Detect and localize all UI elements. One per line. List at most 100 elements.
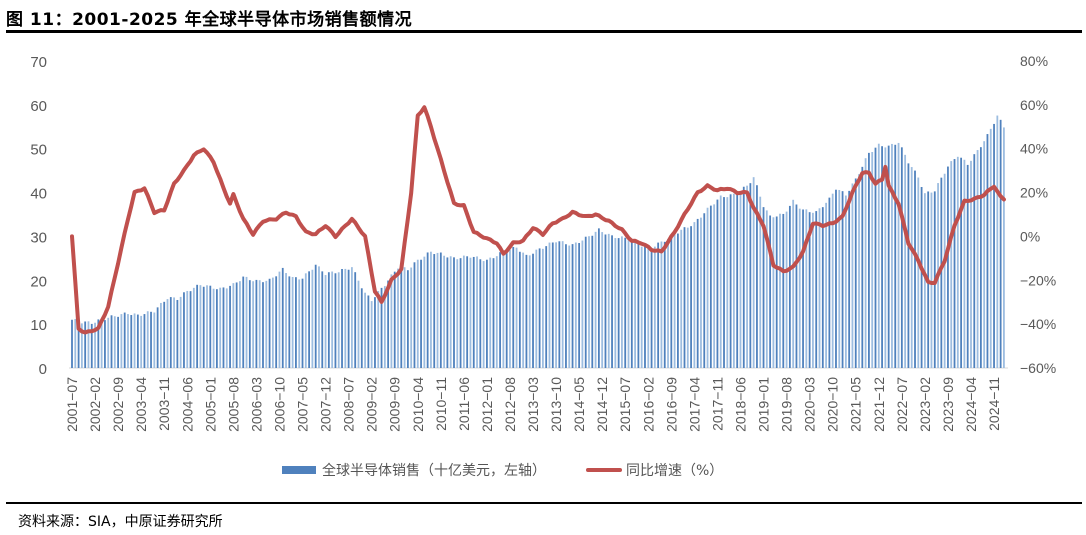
sales-bar: [334, 273, 337, 368]
x-axis-tick: 2012−08: [502, 377, 518, 432]
x-axis-tick: 2002−02: [87, 377, 103, 432]
sales-bar: [591, 235, 594, 368]
sales-bar: [206, 285, 208, 368]
sales-bar: [275, 276, 278, 368]
sales-bar: [588, 236, 590, 368]
sales-bar: [739, 191, 742, 368]
sales-bar: [212, 288, 215, 368]
sales-bar: [973, 154, 976, 368]
sales-bar: [110, 315, 113, 368]
sales-bar: [894, 144, 897, 368]
right-axis-tick: −40%: [1020, 316, 1056, 332]
sales-bar: [545, 246, 548, 368]
x-axis-tick: 2022−07: [894, 377, 910, 432]
sales-bar: [469, 257, 472, 368]
sales-bar: [749, 183, 752, 368]
sales-bar: [255, 279, 258, 368]
sales-bar: [416, 259, 419, 368]
sales-bar: [795, 204, 798, 368]
x-axis-tick: 2018−06: [732, 377, 748, 432]
sales-bar: [841, 191, 844, 368]
sales-bar: [288, 276, 291, 368]
sales-bar: [169, 297, 172, 368]
right-y-axis: −60% −40% −20% 0% 20% 40% 60% 80%: [1020, 53, 1056, 376]
sales-bar: [542, 248, 544, 368]
sales-bar: [374, 297, 376, 368]
sales-bar: [446, 257, 449, 368]
sales-bar: [133, 313, 136, 368]
sales-bar: [100, 319, 103, 368]
sales-bar: [976, 150, 979, 368]
sales-bar: [327, 272, 330, 368]
sales-bar: [874, 147, 877, 368]
sales-bar: [558, 241, 561, 368]
sales-bar: [956, 156, 959, 368]
x-axis-tick: 2008−07: [341, 377, 357, 432]
x-axis-tick: 2007−12: [318, 377, 334, 432]
sales-bar: [930, 192, 933, 368]
sales-bar: [729, 194, 732, 368]
sales-bar: [337, 272, 340, 368]
sales-bar: [884, 147, 887, 368]
sales-bar: [179, 296, 182, 368]
sales-bar: [756, 185, 758, 368]
sales-bar: [993, 123, 995, 369]
legend-item-sales: 全球半导体销售（十亿美元，左轴）: [282, 460, 546, 480]
sales-bar: [324, 275, 327, 368]
sales-bar: [308, 271, 310, 368]
sales-bar: [581, 240, 584, 368]
sales-bar: [163, 301, 166, 368]
sales-bar: [594, 231, 597, 368]
sales-bar: [433, 254, 436, 368]
sales-bar: [74, 318, 77, 368]
sales-bar: [505, 252, 508, 368]
sales-bar: [136, 314, 139, 368]
sales-bar: [410, 267, 413, 368]
sales-bar: [792, 199, 795, 368]
sales-bar: [657, 242, 660, 368]
sales-bar: [341, 269, 343, 368]
x-axis-tick: 2015−07: [617, 377, 633, 432]
left-axis-tick: 50: [30, 142, 47, 159]
sales-bar: [897, 142, 900, 368]
sales-bar: [891, 143, 893, 368]
legend-item-growth: 同比增速（%）: [586, 460, 723, 480]
x-axis-tick: 2023−09: [940, 377, 956, 432]
left-axis-tick: 20: [30, 273, 47, 290]
sales-bar: [686, 227, 689, 368]
sales-bar: [706, 207, 709, 368]
sales-bar: [851, 183, 854, 368]
sales-bar: [222, 287, 225, 368]
x-axis-tick: 2013−03: [525, 377, 541, 432]
sales-bar: [667, 238, 669, 368]
sales-bar: [970, 160, 972, 368]
sales-bar: [370, 301, 373, 368]
sales-bar: [838, 189, 841, 368]
sales-bar: [390, 274, 393, 368]
sales-bar: [403, 267, 406, 368]
sales-bar: [864, 158, 867, 368]
yoy-growth-line: [70, 105, 1006, 335]
sales-bar: [318, 266, 320, 368]
sales-bar: [900, 147, 903, 368]
sales-bar: [443, 255, 446, 368]
sales-bar: [518, 251, 521, 368]
sales-bar: [156, 307, 159, 368]
sales-bar: [532, 253, 534, 368]
sales-bar: [430, 251, 432, 368]
sales-bar: [779, 213, 781, 368]
sales-bar: [248, 280, 251, 368]
x-axis-tick: 2020−10: [825, 377, 841, 432]
sales-bar: [344, 268, 347, 368]
sales-bar: [393, 271, 396, 368]
x-axis-tick: 2016−02: [640, 377, 656, 432]
sales-bar: [835, 189, 837, 368]
sales-bar: [295, 277, 297, 368]
sales-bar: [71, 319, 73, 368]
x-axis-tick: 2021−12: [871, 377, 887, 432]
sales-bar: [650, 248, 653, 368]
sales-bar: [397, 268, 399, 368]
sales-bar: [202, 286, 205, 368]
x-axis-tick: 2003−04: [133, 377, 149, 432]
x-axis-tick: 2024−04: [963, 377, 979, 432]
